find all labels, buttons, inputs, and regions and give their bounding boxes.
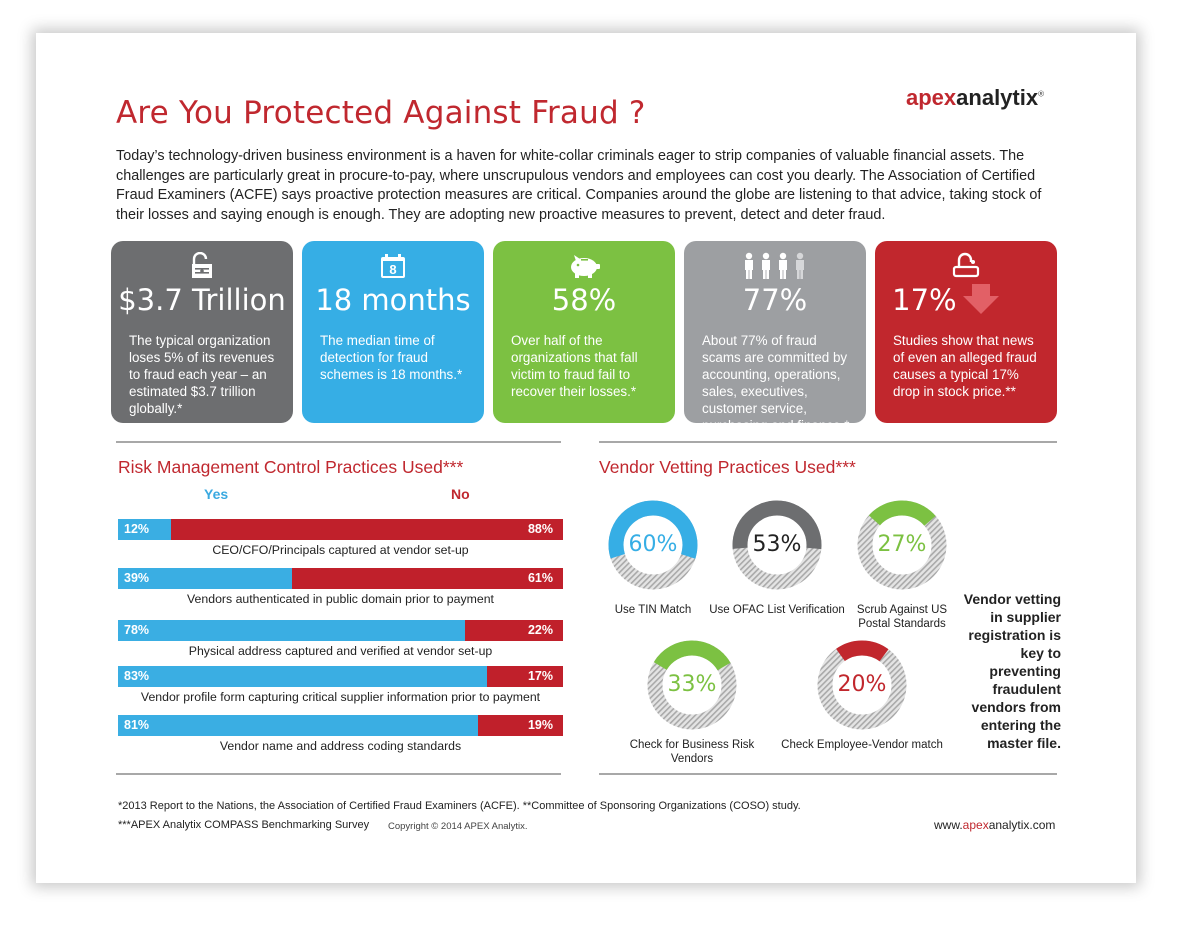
donut-percent-label: 53% bbox=[752, 532, 802, 557]
stat-value: 77% bbox=[742, 283, 808, 317]
stat-card-revenue-loss: $3.7 Trillion The typical organization l… bbox=[111, 241, 293, 423]
yes-value-label: 12% bbox=[124, 522, 150, 536]
yes-bar-segment: 78% bbox=[118, 620, 466, 641]
no-bar-segment: 88% bbox=[171, 519, 563, 540]
no-bar-segment: 22% bbox=[465, 620, 563, 641]
yes-value-label: 39% bbox=[124, 571, 150, 585]
risk-bar-row: 12% 88% bbox=[118, 519, 563, 540]
yes-value-label: 83% bbox=[124, 669, 150, 683]
calendar-day: 8 bbox=[389, 262, 396, 277]
donut-chart: 53% bbox=[731, 499, 823, 591]
risk-bar-row: 39% 61% bbox=[118, 568, 563, 589]
unlocked-padlock-icon bbox=[111, 251, 293, 281]
stat-card-detection-time: 8 18 months The median time of detection… bbox=[302, 241, 484, 423]
stat-value: 18 months bbox=[315, 283, 471, 317]
donut-caption: Use TIN Match bbox=[614, 604, 692, 616]
risk-section-title: Risk Management Control Practices Used**… bbox=[118, 457, 464, 477]
vendor-section-title: Vendor Vetting Practices Used*** bbox=[599, 457, 856, 477]
donut-chart: 20% bbox=[816, 639, 908, 731]
apex-logo: apexanalytix® bbox=[906, 85, 1044, 110]
no-value-label: 17% bbox=[527, 669, 553, 683]
stat-description: The median time of detection for fraud s… bbox=[320, 333, 463, 382]
risk-bar-caption: Physical address captured and verified a… bbox=[188, 644, 493, 658]
donut-caption: Scrub Against US Postal Standards bbox=[856, 604, 948, 630]
donut-value-arc bbox=[732, 500, 822, 590]
risk-bar-row: 83% 17% bbox=[118, 666, 563, 687]
donut-percent-label: 33% bbox=[667, 672, 717, 697]
divider bbox=[599, 773, 1057, 775]
donut-caption: Check Employee-Vendor match bbox=[781, 739, 943, 751]
stat-card-departments: 77% About 77% of fraud scams are committ… bbox=[684, 241, 866, 433]
donut-value-arc bbox=[647, 640, 737, 730]
donut-value-arc bbox=[857, 500, 947, 590]
stat-card-stock-drop: 17% Studies show that news of even an al… bbox=[875, 241, 1057, 423]
donut-percent-label: 20% bbox=[837, 672, 887, 697]
footnote-survey: ***APEX Analytix COMPASS Benchmarking Su… bbox=[118, 819, 370, 831]
donut-chart: 33% bbox=[646, 639, 738, 731]
yes-bar-segment: 83% bbox=[118, 666, 488, 687]
calendar-icon: 8 bbox=[302, 251, 484, 281]
risk-bar-caption: Vendor profile form capturing critical s… bbox=[140, 690, 541, 704]
no-value-label: 88% bbox=[527, 522, 553, 536]
footnote-sources: *2013 Report to the Nations, the Associa… bbox=[118, 800, 801, 812]
risk-bar-caption: CEO/CFO/Principals captured at vendor se… bbox=[212, 543, 469, 557]
stat-card-unrecovered-losses: 58% Over half of the organizations that … bbox=[493, 241, 675, 423]
no-bar-segment: 17% bbox=[487, 666, 563, 687]
no-value-label: 19% bbox=[527, 718, 553, 732]
no-bar-segment: 61% bbox=[291, 568, 563, 589]
no-bar-segment: 19% bbox=[478, 715, 563, 736]
page-title: Are You Protected Against Fraud ? bbox=[116, 95, 646, 131]
stat-description: Studies show that news of even an allege… bbox=[893, 333, 1037, 399]
donut-caption: Check for Business Risk Vendors bbox=[629, 739, 755, 765]
document-page: Are You Protected Against Fraud ? apexan… bbox=[36, 33, 1136, 883]
yes-legend: Yes bbox=[204, 486, 229, 502]
intro-paragraph: Today’s technology-driven business envir… bbox=[116, 148, 1042, 223]
risk-bar-caption: Vendors authenticated in public domain p… bbox=[187, 592, 494, 606]
donut-value-arc bbox=[817, 640, 907, 730]
yes-value-label: 78% bbox=[124, 623, 150, 637]
divider bbox=[116, 773, 561, 775]
donut-caption: Use OFAC List Verification bbox=[709, 604, 845, 616]
vendor-side-note: Vendor vetting in supplier registration … bbox=[963, 591, 1061, 751]
website-link[interactable]: www.apexanalytix.com bbox=[934, 818, 1056, 832]
donut-chart: 27% bbox=[856, 499, 948, 591]
people-icon bbox=[684, 251, 866, 281]
down-arrow-icon bbox=[962, 284, 999, 314]
piggy-bank-icon bbox=[493, 251, 675, 281]
risk-bar-row: 81% 19% bbox=[118, 715, 563, 736]
yes-bar-segment: 81% bbox=[118, 715, 479, 736]
stat-value: 58% bbox=[551, 283, 617, 317]
no-value-label: 61% bbox=[527, 571, 553, 585]
risk-bar-row: 78% 22% bbox=[118, 620, 563, 641]
donut-percent-label: 60% bbox=[628, 532, 678, 557]
stat-description: About 77% of fraud scams are committed b… bbox=[702, 333, 850, 433]
no-value-label: 22% bbox=[527, 623, 553, 637]
yes-bar-segment: 39% bbox=[118, 568, 292, 589]
stat-description: The typical organization loses 5% of its… bbox=[129, 333, 275, 416]
stat-value: $3.7 Trillion bbox=[118, 283, 286, 317]
risk-bar-caption: Vendor name and address coding standards bbox=[219, 739, 462, 753]
phone-icon bbox=[875, 251, 1057, 281]
yes-value-label: 81% bbox=[124, 718, 150, 732]
stat-description: Over half of the organizations that fall… bbox=[511, 333, 638, 399]
no-legend: No bbox=[451, 486, 470, 502]
donut-value-arc bbox=[608, 500, 698, 590]
copyright: Copyright © 2014 APEX Analytix. bbox=[388, 821, 528, 832]
divider bbox=[599, 441, 1057, 443]
divider bbox=[116, 441, 561, 443]
stat-value: 17% bbox=[835, 283, 1057, 317]
yes-bar-segment: 12% bbox=[118, 519, 172, 540]
donut-chart: 60% bbox=[607, 499, 699, 591]
donut-percent-label: 27% bbox=[877, 532, 927, 557]
